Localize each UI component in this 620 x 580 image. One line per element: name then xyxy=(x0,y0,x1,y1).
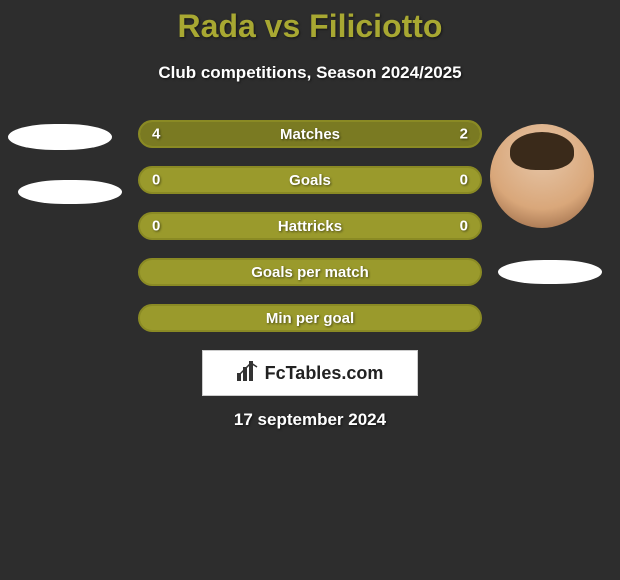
page-subtitle: Club competitions, Season 2024/2025 xyxy=(0,63,620,83)
stat-label: Goals xyxy=(289,172,331,189)
stat-bar: Goals per match xyxy=(138,258,482,286)
player-left-avatar-1 xyxy=(8,124,112,150)
stat-bar: 0 0 Goals xyxy=(138,166,482,194)
logo-text: FcTables.com xyxy=(265,363,384,384)
player-left-avatar-2 xyxy=(18,180,122,204)
stat-label: Matches xyxy=(280,126,340,143)
stat-value-right: 2 xyxy=(460,126,468,143)
stat-label: Goals per match xyxy=(251,264,369,281)
stat-label: Hattricks xyxy=(278,218,342,235)
player-right-avatar-1 xyxy=(490,124,594,228)
logo-box: FcTables.com xyxy=(202,350,418,396)
stat-label: Min per goal xyxy=(266,310,354,327)
stat-value-right: 0 xyxy=(460,218,468,235)
chart-icon xyxy=(237,361,259,386)
stat-bar: Min per goal xyxy=(138,304,482,332)
stat-value-left: 4 xyxy=(152,126,160,143)
stat-bar: 0 0 Hattricks xyxy=(138,212,482,240)
stat-bar: 4 2 Matches xyxy=(138,120,482,148)
stat-value-left: 0 xyxy=(152,172,160,189)
stat-value-right: 0 xyxy=(460,172,468,189)
footer-date: 17 september 2024 xyxy=(0,410,620,430)
stats-bars: 4 2 Matches 0 0 Goals 0 0 Hattricks Goals per mat… xyxy=(138,120,482,350)
page-title: Rada vs Filiciotto xyxy=(0,0,620,45)
stat-value-left: 0 xyxy=(152,218,160,235)
player-right-avatar-2 xyxy=(498,260,602,284)
